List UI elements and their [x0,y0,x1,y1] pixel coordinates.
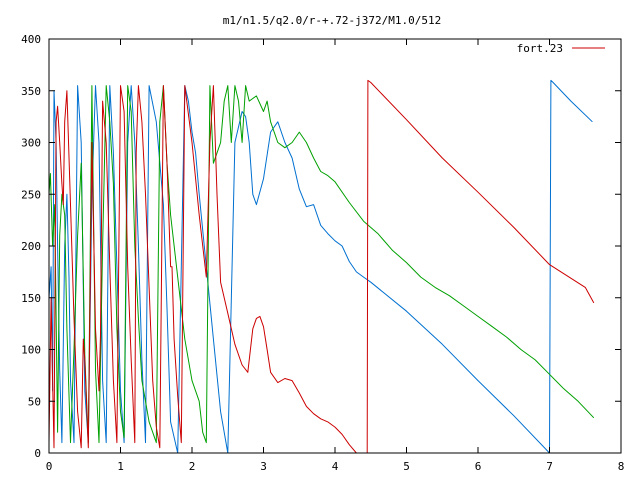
y-tick-label: 50 [28,395,41,408]
series-layer [48,79,595,454]
series-line-1 [48,79,595,454]
x-tick-label: 6 [475,460,482,473]
x-tick-label: 1 [117,460,124,473]
x-tick-label: 0 [46,460,53,473]
y-tick-label: 300 [21,137,41,150]
legend-label: fort.23 [517,42,563,55]
x-tick-label: 2 [189,460,196,473]
x-tick-label: 7 [546,460,553,473]
y-tick-label: 0 [34,447,41,460]
y-tick-label: 350 [21,85,41,98]
y-tick-label: 200 [21,240,41,253]
y-tick-label: 250 [21,188,41,201]
x-tick-label: 4 [332,460,339,473]
y-tick-label: 100 [21,344,41,357]
axes-layer: 0 1 2 3 4 5 6 7 8 0 50 100 150 200 250 300 350 400 [21,33,624,473]
x-tick-label: 3 [260,460,267,473]
series-line-3 [48,79,593,454]
x-tick-label: 5 [403,460,410,473]
y-tick-label: 400 [21,33,41,46]
series-line-2 [48,85,595,444]
chart-title: m1/n1.5/q2.0/r-+.72-j372/M1.0/512 [223,14,442,27]
x-tick-label: 8 [618,460,625,473]
y-tick-label: 150 [21,292,41,305]
legend: fort.23 [517,42,605,55]
